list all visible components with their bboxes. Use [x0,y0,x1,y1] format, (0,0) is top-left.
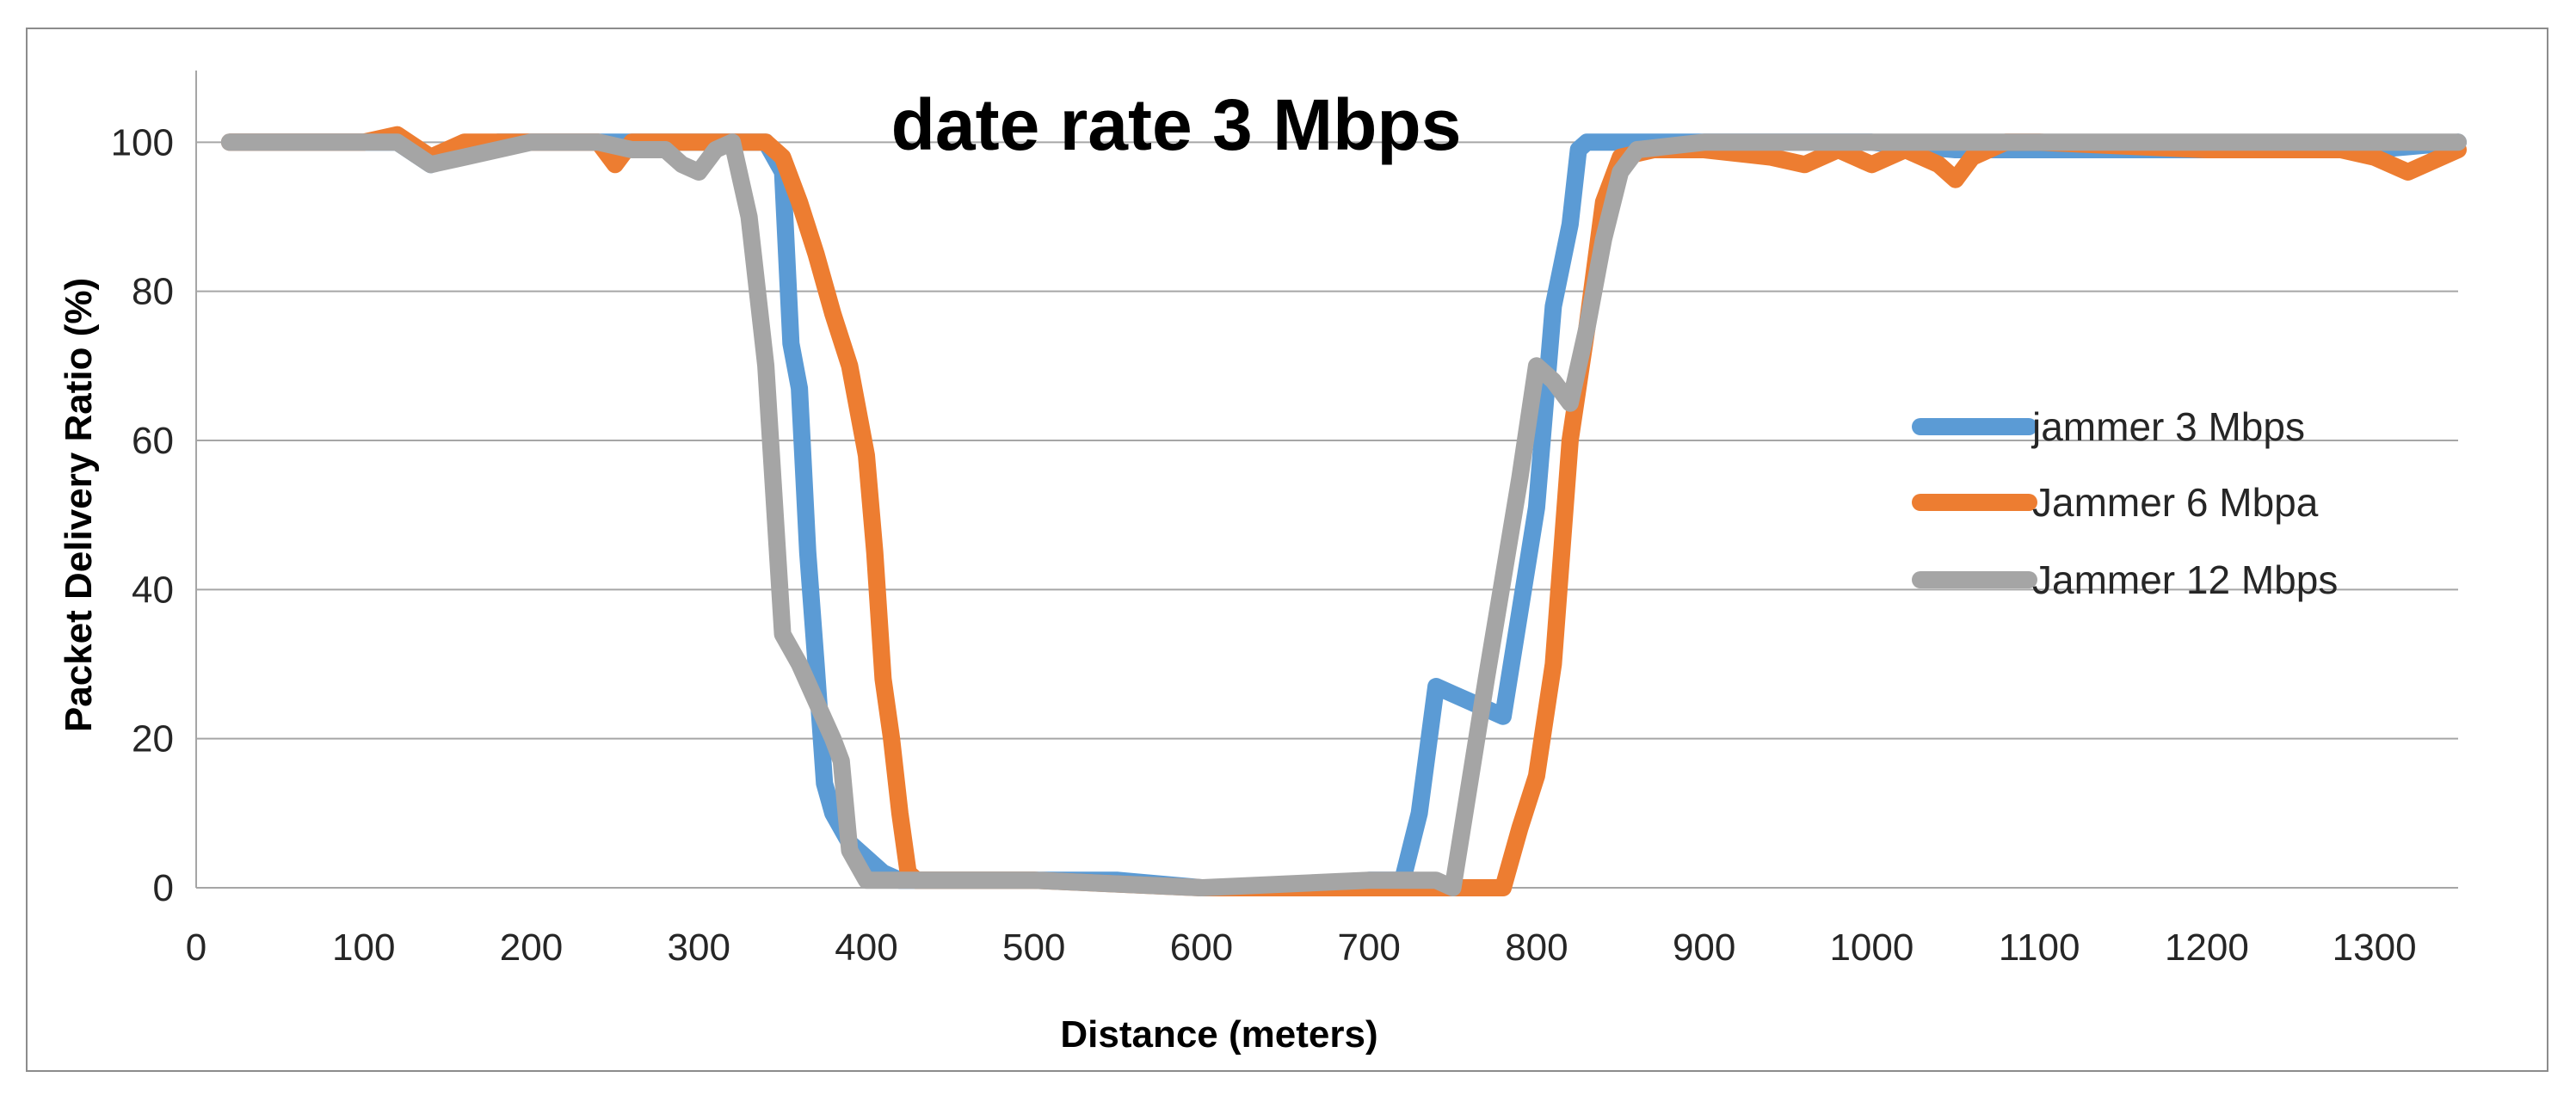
chart-frame: 0 20 40 60 80 100 0 100 200 300 400 500 600 700 800 900… [26,28,2548,1072]
legend-label-jammer-12: Jammer 12 Mbps [2032,557,2338,602]
x-axis-title: Distance (meters) [1060,1013,1377,1056]
y-tick-label: 40 [132,569,174,611]
y-axis-title: Packet Delivery Ratio (%) [58,278,100,732]
y-tick-label: 0 [153,867,174,909]
x-tick-label: 600 [1170,926,1233,969]
legend-label-jammer-6: Jammer 6 Mbpa [2032,480,2319,525]
x-tick-label: 400 [835,926,897,969]
y-tick-label: 60 [132,420,174,462]
x-tick-label: 700 [1337,926,1400,969]
x-tick-label: 200 [500,926,563,969]
x-tick-label: 0 [186,926,206,969]
x-tick-label: 900 [1673,926,1735,969]
x-tick-label: 800 [1505,926,1568,969]
legend: jammer 3 Mbps Jammer 6 Mbpa Jammer 12 Mb… [1912,404,2338,602]
x-tick-label: 100 [332,926,395,969]
x-tick-label: 1000 [1829,926,1914,969]
series-line-2 [220,133,2467,896]
x-tick-label: 1100 [1999,926,2080,969]
legend-label-jammer-3: jammer 3 Mbps [2031,404,2305,449]
y-tick-label: 20 [132,718,174,760]
series-lines [220,126,2467,896]
y-tick-label: 80 [132,271,174,313]
x-tick-label: 300 [668,926,730,969]
chart-title: date rate 3 Mbps [891,84,1462,165]
x-tick-label: 1300 [2333,926,2417,969]
x-tick-label: 500 [1002,926,1065,969]
x-tick-label: 1200 [2165,926,2249,969]
y-tick-label: 100 [111,121,174,163]
